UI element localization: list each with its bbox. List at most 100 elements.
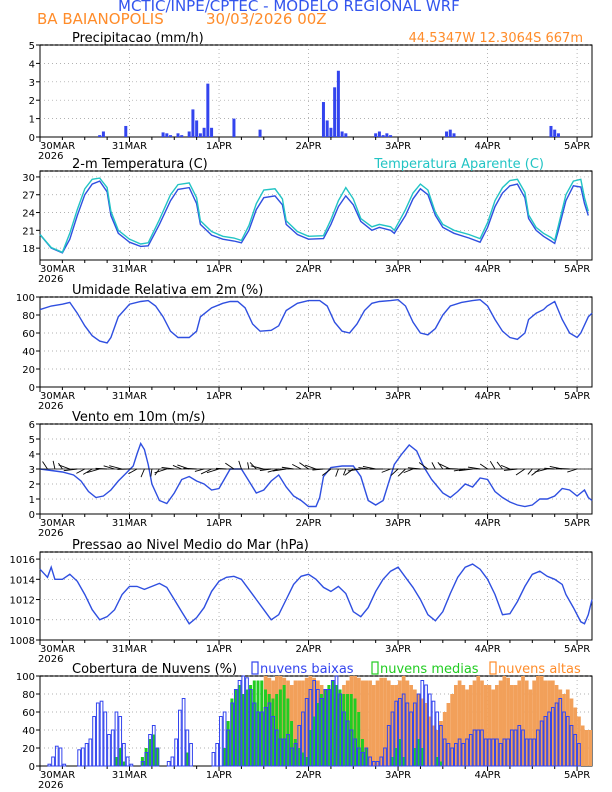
wind-barb <box>103 465 115 470</box>
x-tick-label: 31MAR <box>112 770 147 781</box>
x-tick-label: 3APR <box>385 264 411 275</box>
cloud-high-bar <box>468 685 473 766</box>
cloud-low-bar <box>379 756 384 767</box>
cloud-high-bar <box>379 677 384 766</box>
panel-5: 1008 1010 1012 1014 1016 30MAR 31MAR 1APR 2APR 3A… <box>10 538 593 665</box>
cloud-low-bar <box>338 693 343 767</box>
x-tick-label: 30MAR <box>40 264 75 275</box>
cloud-high-bar <box>547 680 551 766</box>
cloud-mid-bar <box>435 757 439 766</box>
x-tick-label: 5APR <box>564 264 590 275</box>
cloud-low-bar <box>88 738 93 767</box>
cloud-low-bar <box>364 747 369 767</box>
cloud-low-bar <box>442 738 447 767</box>
cloud-low-bar <box>427 693 432 767</box>
cloud-high-bar <box>506 677 510 766</box>
precip-bar <box>385 133 389 137</box>
cloud-high-bar <box>375 680 380 766</box>
cloud-low-bar <box>517 725 522 767</box>
cloud-mid-bar <box>331 680 335 766</box>
x-year-label: 2026 <box>38 274 63 285</box>
y-tick-label: 1 <box>29 115 35 126</box>
cloud-mid-bar <box>420 748 424 766</box>
x-tick-label: 4APR <box>474 141 500 152</box>
precip-bar <box>381 135 385 137</box>
y-tick-label: 2 <box>29 96 35 107</box>
panel-frame <box>39 44 593 138</box>
wind-barb <box>527 468 533 475</box>
panel-title: Pressao ao Nivel Medio do Mar (hPa) <box>72 538 309 553</box>
cloud-low-bar <box>226 729 231 767</box>
cloud-low-bar <box>125 756 130 767</box>
cloud-mid-bar <box>364 748 368 766</box>
cloud-low-bar <box>323 689 328 767</box>
wind-barb <box>140 468 145 478</box>
cloud-low-bar <box>256 711 261 767</box>
y-tick-label: 40 <box>22 347 35 358</box>
x-year-label: 2026 <box>38 151 63 162</box>
cloud-low-bar <box>334 675 339 767</box>
cloud-high-bar <box>301 680 305 766</box>
cloud-low-bar <box>506 738 510 767</box>
cloud-low-bar <box>114 711 119 767</box>
cloud-high-bar <box>394 685 399 766</box>
cloud-low-bar <box>81 747 85 767</box>
x-tick-label: 1APR <box>206 141 232 152</box>
y-tick-label: 2 <box>29 480 35 491</box>
cloud-high-bar <box>427 716 432 766</box>
wind-barb <box>500 464 511 470</box>
x-tick-label: 4APR <box>474 644 500 655</box>
precip-bar <box>176 133 180 137</box>
x-tick-label: 31MAR <box>112 518 147 529</box>
cloud-high-bar <box>439 721 443 766</box>
cloud-low-bar <box>524 738 529 767</box>
cloud-low-bar <box>386 725 391 767</box>
panel-6: 0 20 40 60 80 100 30MAR 31MAR 1APR 2APR 3APR 4APR 5A… <box>16 661 593 791</box>
cloud-high-bar <box>304 677 309 766</box>
cloud-high-bar <box>412 689 417 766</box>
panel-1: 0 1 2 3 4 5 30MAR 31MAR 1APR 2APR 3APR 4APR 5APR 2026… <box>29 31 593 162</box>
precip-bar <box>344 133 348 137</box>
cloud-high-bar <box>550 680 555 766</box>
cloud-low-bar <box>412 702 417 767</box>
panel-3: 0 20 40 60 80 100 30MAR 31MAR 1APR 2APR 3APR 4APR 5A… <box>16 283 593 412</box>
x-tick-label: 3APR <box>385 770 411 781</box>
y-tick-label: 0 <box>29 762 35 773</box>
x-year-label: 2026 <box>38 401 63 412</box>
cloud-low-bar <box>375 761 380 767</box>
cloud-low-bar <box>245 677 249 767</box>
precip-bar <box>340 131 344 137</box>
cloud-low-bar <box>271 716 275 767</box>
cloud-mid-bar <box>222 748 226 766</box>
panel-title: Umidade Relativa em 2m (%) <box>72 283 263 298</box>
y-tick-label: 30 <box>22 173 35 184</box>
cloud-low-bar <box>189 743 193 767</box>
wind-barb <box>544 467 555 470</box>
legend-swatch <box>489 661 497 675</box>
cloud-low-bar <box>155 747 160 767</box>
cloud-mid-bar <box>152 734 156 766</box>
cloud-low-bar <box>390 711 395 767</box>
legend-swatch <box>251 661 259 675</box>
cloud-high-bar <box>398 680 402 766</box>
cloud-mid-bar <box>226 721 230 766</box>
cloud-mid-bar <box>327 685 331 766</box>
cloud-high-bar <box>424 703 428 766</box>
y-tick-label: 24 <box>22 209 35 220</box>
cloud-low-bar <box>181 698 186 767</box>
wind-barb <box>42 461 48 470</box>
cloud-high-bar <box>454 685 458 766</box>
y-tick-label: 0 <box>29 133 35 144</box>
cloud-high-bar <box>435 730 440 766</box>
precip-bar <box>191 109 195 137</box>
cloud-low-bar <box>144 752 149 767</box>
cloud-low-bar <box>319 698 324 767</box>
wind-barb <box>95 467 108 470</box>
cloud-low-bar <box>107 734 111 767</box>
cloud-high-bar <box>495 685 499 766</box>
cloud-low-bar <box>110 729 115 767</box>
cloud-high-bar <box>580 725 585 766</box>
wind-barb <box>467 466 481 470</box>
x-tick-label: 4APR <box>474 391 500 402</box>
y-tick-label: 1 <box>29 495 35 506</box>
